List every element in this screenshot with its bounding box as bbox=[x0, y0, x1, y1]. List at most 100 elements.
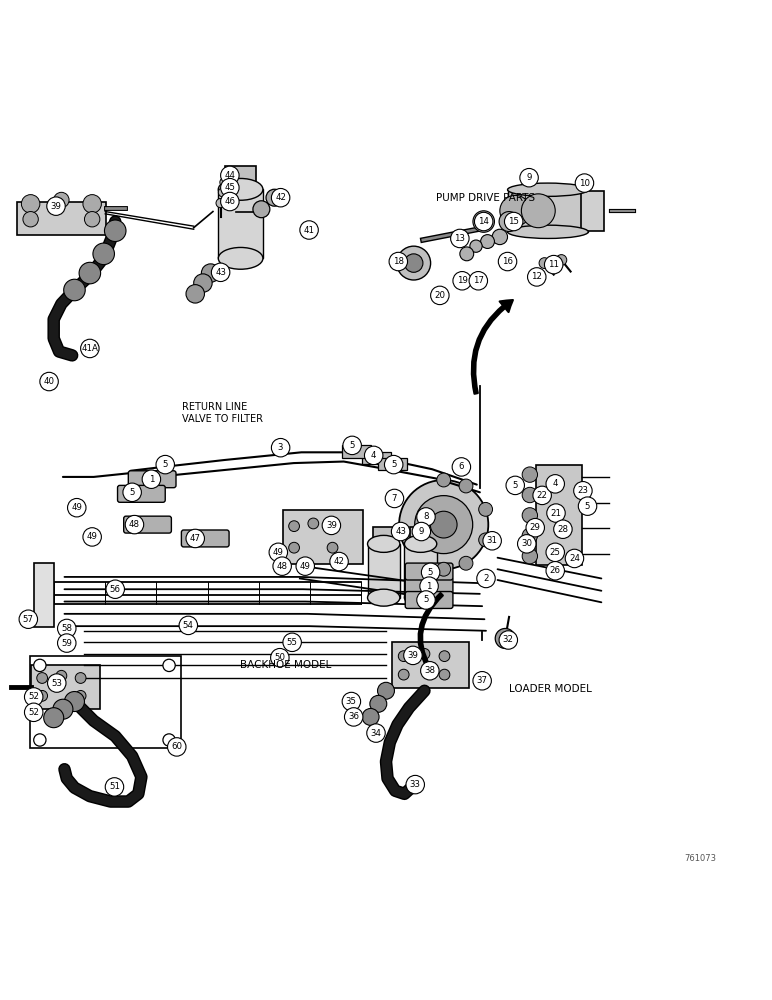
Text: 58: 58 bbox=[61, 624, 73, 633]
Circle shape bbox=[527, 268, 546, 286]
Text: 25: 25 bbox=[550, 548, 560, 557]
Circle shape bbox=[163, 659, 175, 672]
Circle shape bbox=[533, 486, 551, 505]
Circle shape bbox=[384, 455, 403, 474]
Circle shape bbox=[25, 703, 43, 722]
Text: 11: 11 bbox=[548, 260, 559, 269]
Text: 39: 39 bbox=[408, 651, 418, 660]
Circle shape bbox=[539, 258, 550, 268]
Circle shape bbox=[420, 577, 438, 595]
Circle shape bbox=[34, 734, 46, 746]
Ellipse shape bbox=[367, 589, 400, 606]
Text: 55: 55 bbox=[286, 638, 298, 647]
Bar bbox=[405, 544, 437, 598]
Text: 35: 35 bbox=[346, 697, 357, 706]
Circle shape bbox=[106, 580, 124, 598]
Circle shape bbox=[546, 562, 564, 580]
Circle shape bbox=[56, 670, 66, 681]
Circle shape bbox=[266, 189, 283, 206]
Circle shape bbox=[574, 482, 592, 500]
Circle shape bbox=[343, 436, 361, 455]
Text: 46: 46 bbox=[225, 197, 235, 206]
Circle shape bbox=[546, 543, 564, 562]
Circle shape bbox=[417, 508, 435, 526]
Circle shape bbox=[186, 285, 205, 303]
Circle shape bbox=[504, 212, 523, 231]
Text: 44: 44 bbox=[225, 171, 235, 180]
Text: 5: 5 bbox=[513, 481, 518, 490]
Circle shape bbox=[459, 556, 473, 570]
Circle shape bbox=[398, 651, 409, 662]
Circle shape bbox=[308, 518, 319, 529]
Text: 9: 9 bbox=[418, 527, 424, 536]
Text: 34: 34 bbox=[371, 729, 381, 738]
Circle shape bbox=[417, 591, 435, 609]
Text: 9: 9 bbox=[527, 173, 532, 182]
Circle shape bbox=[437, 562, 451, 576]
Text: PUMP DRIVE PARTS: PUMP DRIVE PARTS bbox=[436, 193, 535, 203]
Text: 5: 5 bbox=[584, 502, 591, 511]
FancyBboxPatch shape bbox=[35, 563, 54, 627]
Text: 41: 41 bbox=[303, 226, 314, 235]
Ellipse shape bbox=[405, 589, 437, 606]
Text: 20: 20 bbox=[435, 291, 445, 300]
Circle shape bbox=[322, 516, 340, 535]
FancyBboxPatch shape bbox=[17, 202, 106, 235]
Circle shape bbox=[389, 252, 408, 271]
Circle shape bbox=[104, 220, 126, 242]
Circle shape bbox=[453, 272, 472, 290]
Circle shape bbox=[271, 648, 289, 667]
Circle shape bbox=[300, 221, 318, 239]
Circle shape bbox=[58, 619, 76, 638]
Circle shape bbox=[194, 274, 212, 292]
Circle shape bbox=[578, 497, 597, 515]
FancyBboxPatch shape bbox=[410, 527, 432, 539]
Circle shape bbox=[142, 470, 161, 488]
Text: 36: 36 bbox=[348, 712, 359, 721]
FancyBboxPatch shape bbox=[283, 510, 364, 564]
Circle shape bbox=[37, 673, 48, 683]
Circle shape bbox=[220, 178, 229, 187]
Circle shape bbox=[398, 669, 409, 680]
Circle shape bbox=[415, 496, 472, 554]
Circle shape bbox=[439, 669, 450, 680]
Circle shape bbox=[23, 212, 39, 227]
FancyBboxPatch shape bbox=[128, 471, 176, 488]
Text: 4: 4 bbox=[553, 479, 558, 488]
Circle shape bbox=[272, 188, 290, 207]
Circle shape bbox=[470, 240, 482, 252]
Text: 53: 53 bbox=[51, 679, 63, 688]
Text: 48: 48 bbox=[129, 520, 140, 529]
Ellipse shape bbox=[507, 183, 588, 196]
Circle shape bbox=[565, 549, 584, 568]
Bar bbox=[367, 544, 400, 598]
Circle shape bbox=[201, 264, 220, 282]
Circle shape bbox=[330, 552, 348, 571]
Circle shape bbox=[430, 511, 457, 538]
Circle shape bbox=[344, 708, 363, 726]
Text: 3: 3 bbox=[278, 443, 283, 452]
Circle shape bbox=[546, 475, 564, 493]
Circle shape bbox=[47, 197, 66, 215]
Text: 33: 33 bbox=[410, 780, 421, 789]
Circle shape bbox=[75, 673, 86, 683]
Text: 26: 26 bbox=[550, 566, 560, 575]
Text: 41A: 41A bbox=[81, 344, 98, 353]
Circle shape bbox=[84, 212, 100, 227]
Circle shape bbox=[412, 522, 431, 541]
Circle shape bbox=[452, 458, 471, 476]
Text: 1: 1 bbox=[426, 582, 432, 591]
Text: 18: 18 bbox=[393, 257, 404, 266]
Circle shape bbox=[499, 212, 519, 232]
Text: 28: 28 bbox=[557, 525, 568, 534]
Text: 45: 45 bbox=[225, 183, 235, 192]
Circle shape bbox=[168, 738, 186, 756]
Circle shape bbox=[575, 174, 594, 192]
Circle shape bbox=[370, 695, 387, 712]
Ellipse shape bbox=[405, 535, 437, 552]
Circle shape bbox=[105, 778, 124, 796]
Text: 56: 56 bbox=[110, 585, 120, 594]
Circle shape bbox=[526, 518, 544, 537]
FancyBboxPatch shape bbox=[225, 166, 256, 182]
Text: LOADER MODEL: LOADER MODEL bbox=[509, 684, 592, 694]
